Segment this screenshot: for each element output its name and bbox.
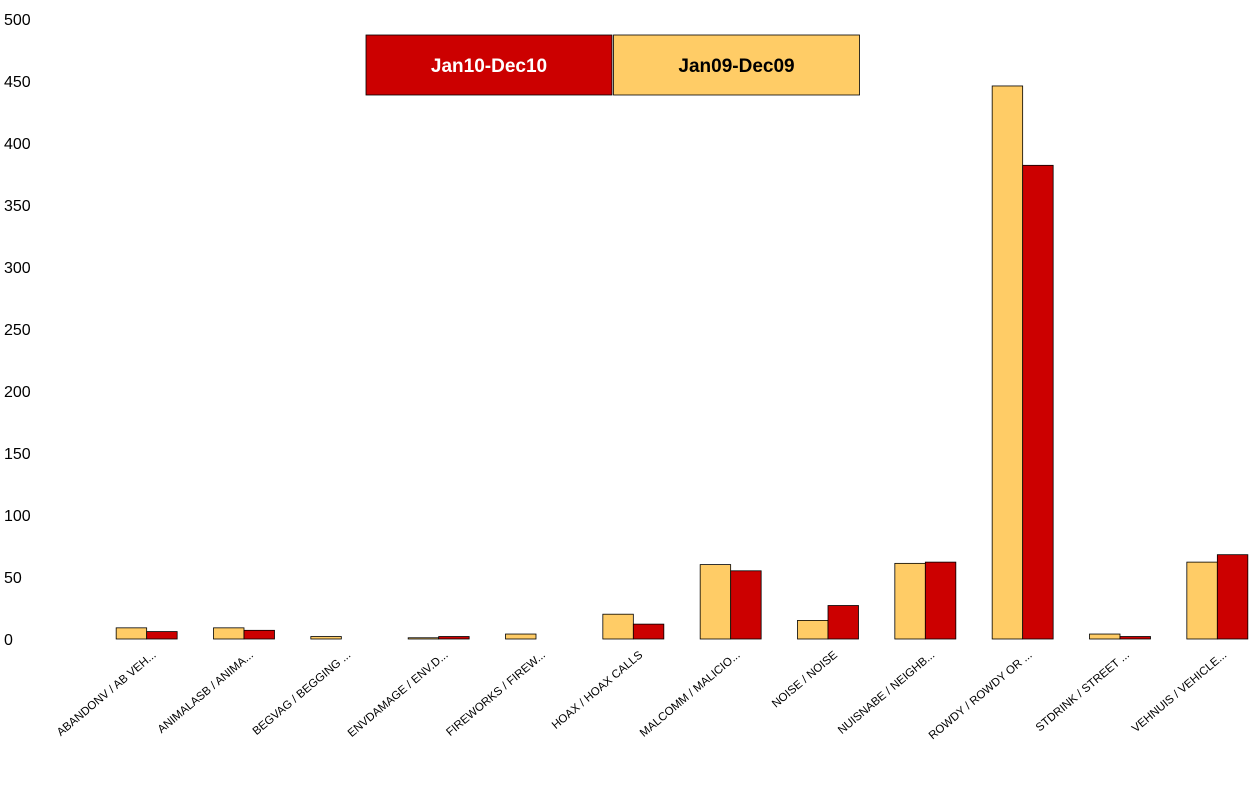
- bar-jan10-dec10: [632, 623, 665, 640]
- y-tick-label: 50: [4, 570, 22, 587]
- bar-jan10-dec10: [438, 636, 470, 640]
- bar-jan09-dec09: [1089, 633, 1121, 640]
- y-tick-label: 250: [4, 322, 31, 339]
- bar-jan09-dec09: [213, 627, 245, 640]
- x-category-label: ROWDY / ROWDY OR ...: [927, 649, 1035, 742]
- bar-jan10-dec10: [1119, 636, 1151, 640]
- bar-jan09-dec09: [699, 564, 732, 640]
- x-category-label: FIREWORKS / FIREW...: [444, 649, 548, 739]
- y-tick-label: 350: [4, 198, 31, 215]
- bars: [115, 85, 1249, 640]
- bar-jan10-dec10: [243, 629, 275, 640]
- legend-swatch: [613, 34, 860, 96]
- y-tick-label: 150: [4, 446, 31, 463]
- legend-swatch: [365, 34, 613, 96]
- legend: Jan10-Dec10 Jan09-Dec09: [365, 34, 860, 96]
- bar-jan09-dec09: [310, 636, 342, 640]
- y-tick-label: 500: [4, 12, 31, 29]
- bar-jan10-dec10: [924, 561, 957, 640]
- bar-jan09-dec09: [602, 613, 634, 640]
- bar-jan09-dec09: [505, 633, 537, 640]
- bar-jan09-dec09: [115, 627, 148, 640]
- x-category-label: ENVDAMAGE / ENV.D...: [346, 649, 451, 740]
- y-tick-label: 400: [4, 136, 31, 153]
- x-category-label: VEHNUIS / VEHICLE...: [1130, 649, 1229, 735]
- x-category-label: BEGVAG / BEGGING ...: [251, 649, 354, 738]
- legend-label: Jan10-Dec10: [431, 56, 547, 77]
- bar-jan10-dec10: [1022, 164, 1054, 640]
- y-axis: 0 50 100 150 200 250 300 350 400 450 500: [4, 12, 31, 649]
- bar-jan09-dec09: [797, 620, 829, 640]
- bar-jan10-dec10: [827, 605, 859, 640]
- bar-jan10-dec10: [146, 631, 178, 640]
- x-category-label: NUISNABE / NEIGHB...: [836, 649, 937, 737]
- x-category-label: ABANDONV / AB VEH...: [55, 649, 159, 739]
- bar-jan10-dec10: [730, 570, 762, 640]
- bar-jan09-dec09: [1186, 561, 1218, 640]
- bar-jan09-dec09: [407, 637, 440, 640]
- bar-jan09-dec09: [894, 562, 926, 640]
- y-tick-label: 200: [4, 384, 31, 401]
- y-tick-label: 300: [4, 260, 31, 277]
- x-category-label: NOISE / NOISE: [770, 649, 840, 711]
- x-axis: ABANDONV / AB VEH...ANIMALASB / ANIMA...…: [55, 649, 1229, 742]
- x-category-label: ANIMALASB / ANIMA...: [156, 649, 256, 736]
- bar-jan09-dec09: [991, 85, 1024, 640]
- y-tick-label: 450: [4, 74, 31, 91]
- x-category-label: STDRINK / STREET ...: [1034, 649, 1132, 734]
- bar-jan10-dec10: [1216, 554, 1249, 640]
- y-tick-label: 0: [4, 632, 13, 649]
- y-tick-label: 100: [4, 508, 31, 525]
- x-category-label: HOAX / HOAX CALLS: [550, 649, 646, 732]
- x-category-label: MALCOMM / MALICIO...: [638, 649, 743, 740]
- legend-label: Jan09-Dec09: [678, 56, 794, 77]
